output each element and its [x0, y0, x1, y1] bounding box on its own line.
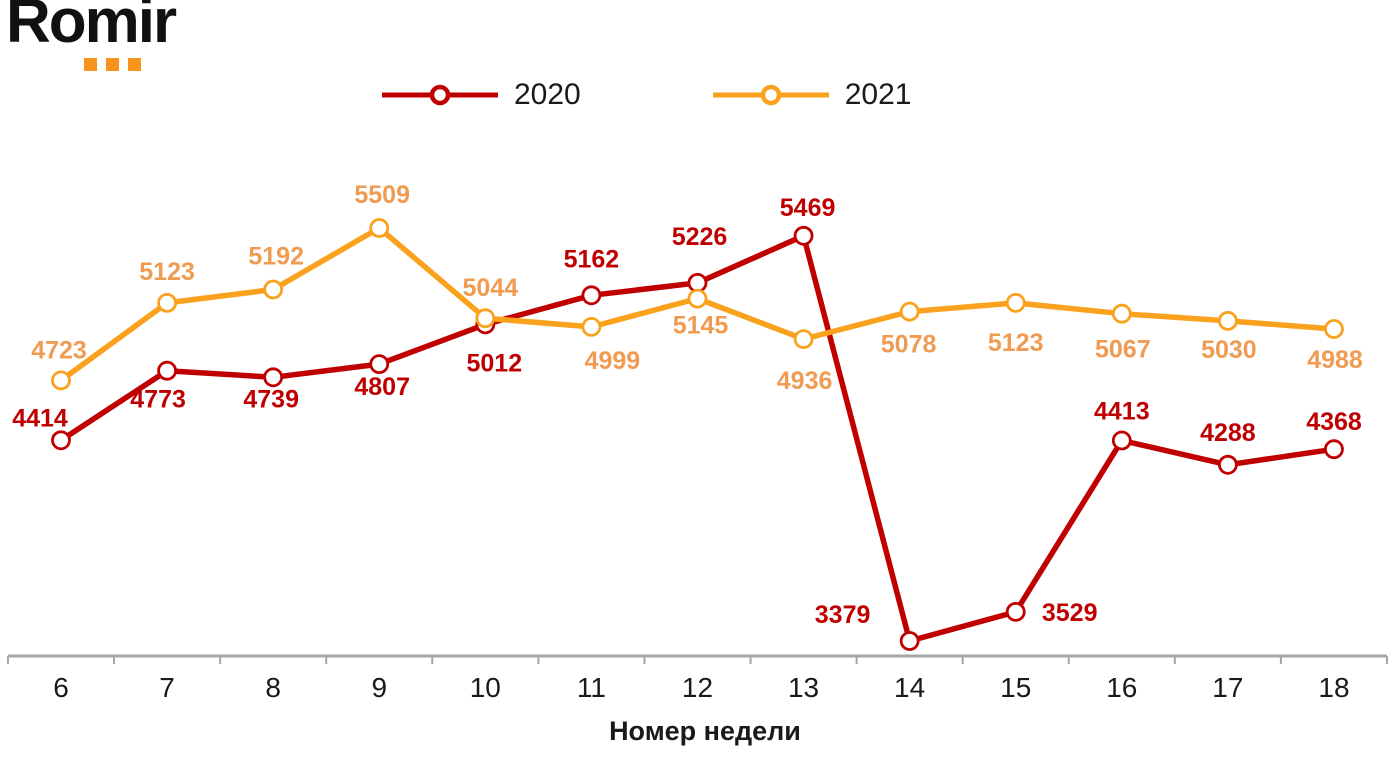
- logo-dot-icon: [128, 58, 141, 71]
- x-tick-label: 6: [53, 672, 69, 703]
- data-point-marker-2021: [581, 316, 602, 337]
- data-point-marker-2021: [369, 218, 390, 238]
- data-point-marker-2021: [1005, 292, 1026, 313]
- data-point-label-2021: 5509: [354, 181, 410, 209]
- data-point-marker-2021: [1217, 310, 1238, 331]
- legend-marker-2021-icon: [712, 84, 829, 106]
- data-point-label-2021: 5044: [462, 274, 518, 302]
- data-point-label-2020: 4739: [243, 385, 299, 413]
- legend-label-2021: 2021: [844, 78, 912, 111]
- data-point-label-2020: 3529: [1042, 599, 1098, 627]
- data-point-marker-2020: [1217, 454, 1238, 475]
- x-tick-label: 15: [1000, 672, 1031, 703]
- data-point-label-2020: 5226: [672, 223, 728, 251]
- legend-marker-2020-icon: [382, 84, 498, 106]
- legend-item-2020: 2020: [380, 80, 581, 110]
- x-tick-label: 14: [894, 672, 925, 703]
- data-point-marker-2020: [581, 285, 602, 306]
- data-point-label-2020: 4368: [1306, 408, 1362, 436]
- data-point-marker-2021: [1324, 319, 1344, 339]
- x-tick-label: 8: [265, 672, 281, 703]
- data-point-marker-2021: [263, 279, 284, 300]
- data-point-label-2021: 5123: [139, 258, 195, 286]
- data-point-marker-2020: [369, 354, 390, 375]
- x-axis-title: Номер недели: [609, 716, 801, 746]
- x-tick-label: 17: [1212, 672, 1243, 703]
- data-point-marker-2021: [687, 288, 708, 309]
- romir-logo-dots: [84, 58, 141, 71]
- data-point-marker-2021: [899, 301, 920, 322]
- data-point-label-2020: 4413: [1094, 398, 1150, 426]
- data-point-marker-2020: [1111, 430, 1132, 451]
- data-point-marker-2020: [1324, 439, 1344, 460]
- data-point-marker-2020: [793, 225, 814, 246]
- data-point-label-2020: 4288: [1200, 419, 1256, 447]
- data-point-label-2021: 5030: [1201, 336, 1257, 364]
- data-point-marker-2021: [51, 370, 71, 391]
- x-tick-label: 9: [371, 672, 387, 703]
- data-point-label-2021: 4999: [585, 347, 641, 375]
- data-point-label-2020: 4807: [354, 373, 410, 401]
- data-point-marker-2020: [263, 367, 284, 388]
- x-tick-label: 16: [1106, 672, 1137, 703]
- romir-logo: Romir: [0, 0, 220, 90]
- x-tick-label: 13: [788, 672, 819, 703]
- data-point-label-2021: 5078: [881, 331, 937, 359]
- romir-logo-text: Romir: [6, 0, 177, 56]
- data-point-label-2020: 5469: [780, 194, 836, 222]
- legend: 2020 2021: [380, 80, 912, 110]
- x-tick-label: 11: [577, 672, 606, 703]
- logo-dot-icon: [84, 58, 97, 71]
- data-point-marker-2020: [51, 430, 71, 451]
- x-tick-label: 18: [1318, 672, 1349, 703]
- data-point-label-2021: 5067: [1095, 336, 1151, 364]
- data-point-marker-2021: [157, 292, 177, 313]
- legend-label-2020: 2020: [514, 78, 581, 111]
- data-point-marker-2021: [1111, 303, 1132, 324]
- data-point-label-2020: 3379: [815, 601, 871, 629]
- x-tick-label: 12: [682, 672, 713, 703]
- data-point-label-2021: 5192: [248, 243, 304, 271]
- logo-dot-icon: [106, 58, 119, 71]
- x-tick-label: 7: [159, 672, 175, 703]
- data-point-marker-2020: [899, 631, 920, 651]
- data-point-marker-2020: [1005, 602, 1026, 622]
- data-point-marker-2021: [793, 329, 814, 350]
- data-point-label-2021: 5145: [673, 312, 729, 340]
- data-point-label-2021: 4723: [31, 336, 87, 364]
- x-tick-label: 10: [470, 672, 501, 703]
- data-point-label-2020: 5162: [564, 245, 620, 273]
- data-point-marker-2020: [157, 360, 177, 381]
- legend-item-2021: 2021: [711, 80, 912, 110]
- data-point-label-2020: 5012: [466, 349, 522, 377]
- data-point-label-2020: 4414: [12, 404, 68, 432]
- data-point-label-2021: 4988: [1307, 346, 1363, 374]
- data-point-label-2020: 4773: [130, 386, 186, 414]
- data-point-marker-2021: [475, 308, 496, 329]
- data-point-label-2021: 5123: [988, 329, 1044, 357]
- data-point-label-2021: 4936: [777, 367, 833, 395]
